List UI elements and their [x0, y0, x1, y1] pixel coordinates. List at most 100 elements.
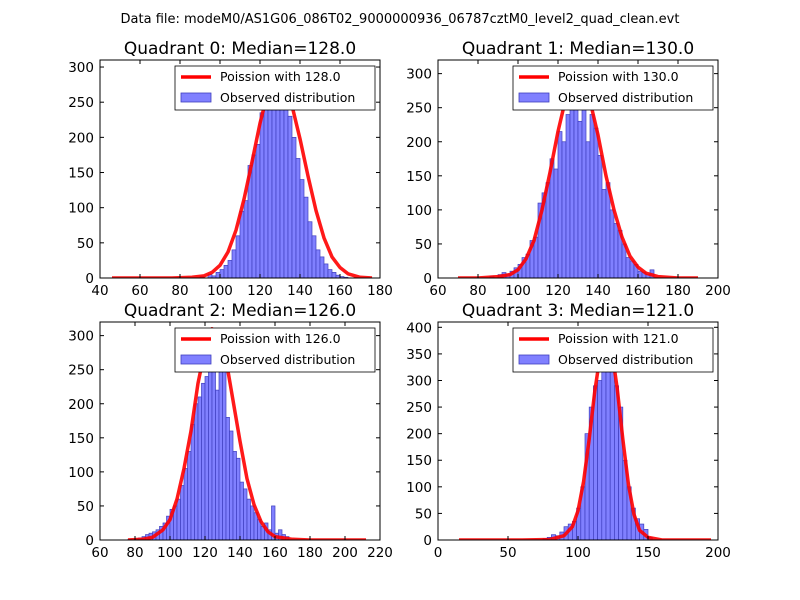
quadrant-2-hist-bar: [176, 498, 181, 540]
quadrant-1-hist-bar: [593, 127, 599, 278]
quadrant-0-axes-frame: [99, 59, 381, 279]
quadrant-2-y-tick-label: 50: [77, 499, 94, 515]
quadrant-1-y-tick-label: 50: [415, 237, 432, 253]
quadrant-1-x-tick-label: 160: [625, 283, 651, 299]
quadrant-0-y-tick-label: 250: [68, 95, 94, 111]
quadrant-0-legend-curve-label: Poission with 128.0: [220, 69, 341, 84]
quadrant-3-x-tick-label: 150: [635, 545, 661, 561]
quadrant-1-y-tick-label: 150: [406, 169, 432, 185]
quadrant-0-y-tick-label: 100: [68, 201, 94, 217]
quadrant-2-x-tick-label: 200: [332, 545, 358, 561]
quadrant-0-x-tick-label: 140: [287, 283, 313, 299]
quadrant-2-hist-bar: [187, 451, 192, 540]
quadrant-1-hist-bar: [577, 120, 583, 278]
quadrant-0-hist-bar: [255, 144, 261, 278]
quadrant-3-y-tick-label: 400: [406, 320, 432, 336]
quadrant-3-y-tick-label: 200: [406, 427, 432, 443]
quadrant-2-hist-bar: [180, 485, 185, 540]
quadrant-1-hist-bar: [613, 223, 619, 278]
quadrant-1-hist-bar: [545, 182, 551, 278]
figure-suptitle: Data file: modeM0/AS1G06_086T02_90000009…: [121, 12, 680, 27]
quadrant-0-y-tick-label: 200: [68, 130, 94, 146]
quadrant-2-x-tick-label: 120: [192, 545, 218, 561]
quadrant-2-hist-bar: [204, 376, 209, 540]
quadrant-1-x-tick-label: 200: [705, 283, 731, 299]
quadrant-2-x-tick-label: 60: [91, 545, 108, 561]
quadrant-1-y-tick-label: 200: [406, 135, 432, 151]
quadrant-2-panel: 60 80 100 120 140 160 180 200 220 0 50 100 150 200 250…: [68, 301, 393, 561]
quadrant-2-x-tick-label: 180: [297, 545, 323, 561]
quadrant-0-hist-bar: [319, 256, 325, 278]
quadrant-3-x-tick-label: 100: [565, 545, 591, 561]
quadrant-2-y-tick-label: 250: [68, 363, 94, 379]
quadrant-3-legend-hist-label: Observed distribution: [558, 352, 693, 367]
quadrant-2-legend-curve-label: Poission with 126.0: [220, 331, 341, 346]
quadrant-0-hist-bar: [271, 108, 277, 278]
quadrant-3-hist-bar: [601, 342, 607, 540]
quadrant-1-y-tick-label: 100: [406, 203, 432, 219]
quadrant-1-axes-frame: [437, 59, 719, 279]
quadrant-0-hist-bar: [259, 112, 265, 278]
quadrant-2-hist-bar: [253, 512, 258, 540]
quadrant-1-legend-hist-swatch: [518, 92, 550, 103]
quadrant-1-y-tick-label: 250: [406, 101, 432, 117]
quadrant-1-hist-bar: [569, 93, 575, 278]
quadrant-2-hist-bar: [194, 403, 199, 540]
quadrant-1-x-tick-label: 80: [469, 283, 486, 299]
quadrant-0-legend: Poission with 128.0 Observed distribution: [174, 65, 376, 111]
quadrant-2-x-tick-label: 80: [126, 545, 143, 561]
quadrant-1-y-tick-label: 0: [423, 271, 432, 287]
quadrant-0-x-tick-label: 120: [247, 283, 273, 299]
quadrant-1-hist-bar: [589, 114, 595, 278]
quadrant-0-hist-bar: [251, 154, 257, 278]
quadrant-0-y-tick-label: 0: [85, 271, 94, 287]
quadrant-2-hist-bar: [222, 355, 227, 540]
quadrant-3-y-tick-label: 250: [406, 400, 432, 416]
quadrant-3-legend-hist-swatch: [518, 354, 550, 365]
quadrant-3-hist-bar: [597, 380, 603, 540]
quadrant-0-hist-bar: [223, 264, 229, 278]
quadrant-0-hist-bar: [331, 272, 337, 278]
quadrant-0-hist-bar: [263, 98, 269, 278]
quadrant-2-x-tick-label: 160: [262, 545, 288, 561]
quadrant-0-y-tick-label: 150: [68, 166, 94, 182]
quadrant-0-hist-bar: [315, 249, 321, 278]
quadrant-2-legend: Poission with 126.0 Observed distribution: [174, 327, 376, 373]
quadrant-3-x-tick-label: 0: [434, 545, 443, 561]
quadrant-1-hist-bar: [597, 155, 603, 278]
quadrant-0-x-tick-label: 40: [91, 283, 108, 299]
quadrant-3-hist-bar: [605, 364, 611, 540]
quadrant-0-hist-bar: [299, 179, 305, 278]
quadrant-0-x-tick-label: 80: [171, 283, 188, 299]
quadrant-0-hist-bar: [295, 158, 301, 278]
quadrant-2-legend-hist-label: Observed distribution: [220, 352, 355, 367]
quadrant-2-legend-hist-swatch: [180, 354, 212, 365]
quadrant-0-panel: 40 60 80 100 120 140 160 180 0 50 100 150 200 250 300 Q…: [68, 39, 393, 299]
quadrant-0-hist-bar: [323, 263, 329, 278]
quadrant-3-title: Quadrant 3: Median=121.0: [462, 301, 694, 321]
quadrant-0-hist-bar: [311, 235, 317, 278]
quadrant-3-y-tick-label: 150: [406, 453, 432, 469]
quadrant-2-hist-bar: [271, 505, 276, 540]
quadrant-1-hist-bar: [609, 209, 615, 278]
quadrant-0-x-tick-label: 160: [327, 283, 353, 299]
quadrant-3-legend: Poission with 121.0 Observed distribution: [512, 327, 714, 373]
quadrant-2-y-tick-label: 300: [68, 329, 94, 345]
quadrant-3-y-tick-label: 350: [406, 347, 432, 363]
quadrant-0-x-tick-label: 180: [367, 283, 393, 299]
quadrant-3-hist-bar: [609, 353, 615, 540]
quadrant-0-x-tick-label: 60: [131, 283, 148, 299]
quadrant-2-x-tick-label: 100: [157, 545, 183, 561]
quadrant-2-hist-bar: [183, 468, 188, 540]
quadrant-2-hist-bar: [250, 505, 255, 540]
quadrant-1-legend-curve-label: Poission with 130.0: [558, 69, 679, 84]
quadrant-1-title: Quadrant 1: Median=130.0: [462, 39, 694, 59]
quadrant-0-y-tick-label: 300: [68, 60, 94, 76]
quadrant-1-y-tick-label: 300: [406, 67, 432, 83]
quadrant-0-hist-bar: [215, 272, 221, 278]
quadrant-1-x-tick-label: 100: [505, 283, 531, 299]
quadrant-0-hist-bar: [243, 200, 249, 278]
quadrant-1-legend-hist-label: Observed distribution: [558, 90, 693, 105]
quadrant-2-hist-bar: [225, 417, 230, 540]
